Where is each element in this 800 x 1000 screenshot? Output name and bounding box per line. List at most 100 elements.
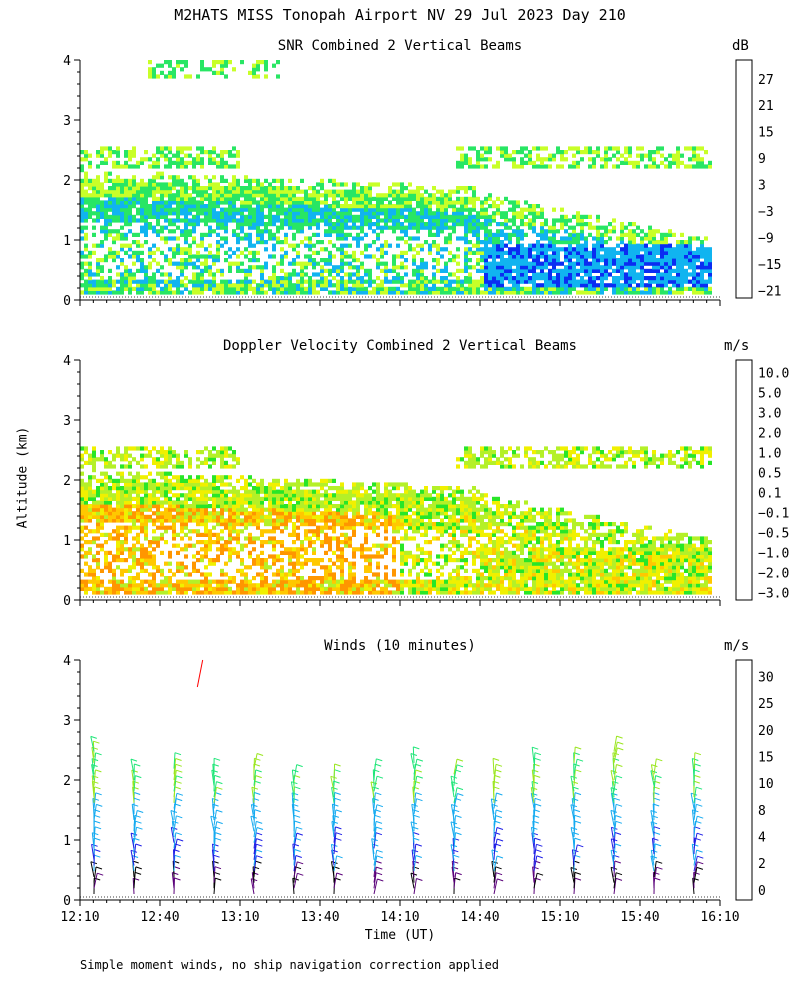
velocity-cell: [280, 500, 284, 505]
snr-cell: [492, 279, 496, 284]
snr-cell: [520, 268, 524, 273]
snr-cell: [256, 283, 260, 288]
velocity-cell: [168, 583, 172, 588]
velocity-cell: [168, 568, 172, 573]
snr-cell: [496, 211, 500, 216]
snr-cell: [124, 222, 128, 227]
snr-cell: [580, 157, 584, 162]
snr-cell: [244, 272, 248, 277]
velocity-cell: [188, 586, 192, 591]
snr-cell: [460, 186, 464, 191]
velocity-cell: [84, 511, 88, 516]
snr-cell: [140, 211, 144, 216]
snr-cell: [476, 250, 480, 255]
velocity-cell: [140, 547, 144, 552]
velocity-cell: [300, 576, 304, 581]
snr-cell: [292, 268, 296, 273]
snr-cell: [564, 236, 568, 241]
snr-cell: [552, 247, 556, 252]
snr-cell: [260, 189, 264, 194]
snr-cell: [160, 146, 164, 151]
velocity-cell: [296, 561, 300, 566]
snr-cell: [132, 276, 136, 281]
velocity-cell: [108, 579, 112, 584]
velocity-cell: [92, 529, 96, 534]
snr-cell: [272, 189, 276, 194]
velocity-cell: [160, 464, 164, 469]
snr-cell: [360, 218, 364, 223]
velocity-cell: [176, 496, 180, 501]
snr-cell: [676, 164, 680, 169]
snr-cell: [328, 229, 332, 234]
snr-cell: [552, 268, 556, 273]
snr-cell: [572, 160, 576, 165]
snr-cell: [312, 186, 316, 191]
snr-cell: [540, 207, 544, 212]
velocity-cell: [184, 478, 188, 483]
snr-cell: [308, 254, 312, 259]
velocity-cell: [208, 489, 212, 494]
velocity-cell: [212, 561, 216, 566]
snr-cell: [256, 222, 260, 227]
snr-cell: [500, 279, 504, 284]
snr-cell: [360, 286, 364, 291]
snr-cell: [84, 193, 88, 198]
snr-cell: [180, 290, 184, 295]
velocity-cell: [164, 529, 168, 534]
snr-cell: [300, 279, 304, 284]
snr-cell: [488, 272, 492, 277]
snr-cell: [272, 265, 276, 270]
snr-cell: [628, 268, 632, 273]
snr-cell: [588, 254, 592, 259]
snr-cell: [228, 150, 232, 155]
velocity-cell: [264, 496, 268, 501]
snr-cell: [284, 186, 288, 191]
velocity-cell: [144, 446, 148, 451]
snr-cell: [624, 225, 628, 230]
snr-cell: [352, 204, 356, 209]
snr-cell: [564, 157, 568, 162]
snr-cell: [324, 200, 328, 205]
velocity-cell: [200, 504, 204, 509]
velocity-cell: [188, 543, 192, 548]
velocity-cell: [116, 540, 120, 545]
velocity-cell: [132, 522, 136, 527]
velocity-cell: [180, 565, 184, 570]
snr-cell: [304, 272, 308, 277]
snr-cell: [120, 214, 124, 219]
snr-cell: [240, 193, 244, 198]
snr-cell: [84, 236, 88, 241]
snr-cell: [504, 236, 508, 241]
snr-cell: [676, 283, 680, 288]
velocity-cell: [160, 568, 164, 573]
velocity-cell: [256, 536, 260, 541]
snr-cell: [548, 236, 552, 241]
snr-cell: [400, 189, 404, 194]
snr-cell: [508, 225, 512, 230]
snr-cell: [128, 254, 132, 259]
snr-cell: [536, 164, 540, 169]
snr-cell: [612, 283, 616, 288]
snr-cell: [492, 261, 496, 266]
snr-cell: [208, 182, 212, 187]
snr-cell: [508, 261, 512, 266]
snr-cell: [700, 160, 704, 165]
snr-cell: [420, 283, 424, 288]
snr-cell: [536, 204, 540, 209]
snr-cell: [468, 276, 472, 281]
snr-cell: [492, 265, 496, 270]
velocity-cell: [264, 579, 268, 584]
snr-cell: [552, 218, 556, 223]
snr-cell: [360, 290, 364, 295]
velocity-cell: [316, 586, 320, 591]
velocity-cell: [184, 504, 188, 509]
snr-cell: [420, 276, 424, 281]
velocity-cell: [168, 511, 172, 516]
velocity-cell: [180, 525, 184, 530]
snr-cell: [212, 175, 216, 180]
snr-cell: [464, 254, 468, 259]
snr-cell: [472, 207, 476, 212]
snr-cell: [212, 150, 216, 155]
snr-cell: [104, 279, 108, 284]
velocity-cell: [156, 504, 160, 509]
